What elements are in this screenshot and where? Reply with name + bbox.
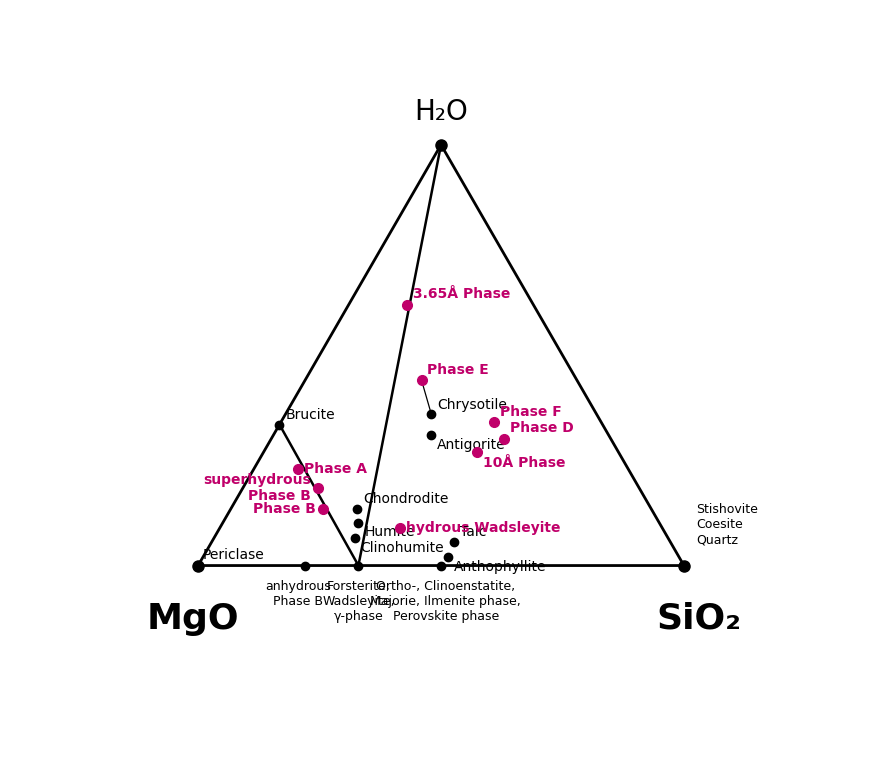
Text: Phase B: Phase B <box>253 501 315 516</box>
Text: superhydrous
Phase B: superhydrous Phase B <box>203 473 311 503</box>
Text: Humite: Humite <box>364 525 415 539</box>
Text: Antigorite: Antigorite <box>436 438 505 452</box>
Text: Forsterite,
Wadsleyite,
γ-phase: Forsterite, Wadsleyite, γ-phase <box>322 580 395 623</box>
Text: Clinohumite: Clinohumite <box>360 541 444 555</box>
Text: Chrysotile: Chrysotile <box>436 398 507 412</box>
Text: Phase F: Phase F <box>500 405 561 419</box>
Text: SiO₂: SiO₂ <box>655 602 740 636</box>
Text: MgO: MgO <box>147 602 239 636</box>
Text: Talc: Talc <box>460 526 486 540</box>
Text: anhydrous
Phase B: anhydrous Phase B <box>264 580 330 608</box>
Text: 3.65Å Phase: 3.65Å Phase <box>413 287 509 301</box>
Text: Periclase: Periclase <box>202 548 264 562</box>
Text: Phase D: Phase D <box>509 422 573 435</box>
Text: Anthophyllite: Anthophyllite <box>454 560 546 574</box>
Text: Stishovite
Coesite
Quartz: Stishovite Coesite Quartz <box>695 503 757 546</box>
Text: hydrous Wadsleyite: hydrous Wadsleyite <box>405 521 560 535</box>
Text: Phase E: Phase E <box>427 362 488 377</box>
Text: 10Å Phase: 10Å Phase <box>483 456 565 470</box>
Text: Chondrodite: Chondrodite <box>362 492 448 506</box>
Text: H₂O: H₂O <box>414 98 468 126</box>
Text: Brucite: Brucite <box>285 408 335 422</box>
Text: Ortho-, Clinoenstatite,
Majorie, Ilmenite phase,
Perovskite phase: Ortho-, Clinoenstatite, Majorie, Ilmenit… <box>370 580 521 623</box>
Text: Phase A: Phase A <box>303 462 366 476</box>
